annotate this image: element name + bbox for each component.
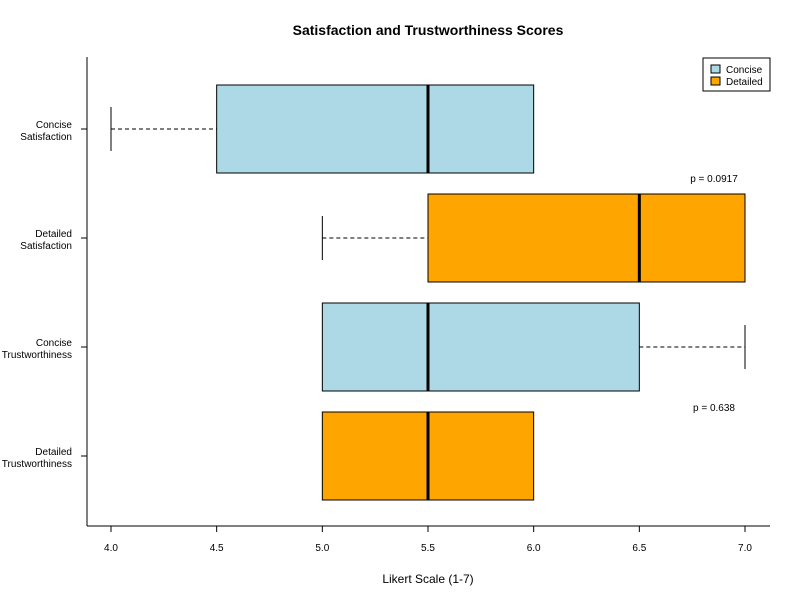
legend-swatch — [710, 76, 721, 86]
plot-area: 4.0 4.5 5.0 5.5 6.0 6.5 7.0ConciseSatisfaction… — [2, 57, 770, 554]
chart-title: Satisfaction and Trustworthiness Scores — [293, 22, 564, 38]
y-tick-label: Concise — [36, 338, 73, 349]
y-tick-label: Trustworthiness — [2, 350, 72, 361]
p-value-annotation: p = 0.638 — [693, 403, 735, 414]
p-value-annotation: p = 0.0917 — [690, 174, 738, 185]
y-tick-label: Detailed — [35, 229, 72, 240]
legend-label: Concise — [726, 65, 763, 76]
y-tick-label: Satisfaction — [20, 241, 72, 252]
y-tick-label: Trustworthiness — [2, 459, 72, 470]
x-tick-label: 5.0 — [315, 543, 329, 554]
x-tick-label: 4.5 — [210, 543, 224, 554]
y-tick-label: Detailed — [35, 447, 72, 458]
x-tick-label: 4.0 — [104, 543, 118, 554]
legend-label: Detailed — [726, 77, 763, 88]
box-iqr — [216, 84, 535, 174]
box-iqr — [427, 193, 746, 283]
x-tick-label: 5.5 — [421, 543, 435, 554]
legend-swatch — [710, 64, 721, 74]
y-tick-label: Satisfaction — [20, 132, 72, 143]
box-iqr — [321, 302, 640, 392]
x-tick-label: 6.0 — [527, 543, 541, 554]
x-axis-label: Likert Scale (1-7) — [382, 572, 473, 586]
x-tick-label: 6.5 — [632, 543, 646, 554]
x-tick-label: 7.0 — [738, 543, 752, 554]
y-tick-label: Concise — [36, 120, 73, 131]
